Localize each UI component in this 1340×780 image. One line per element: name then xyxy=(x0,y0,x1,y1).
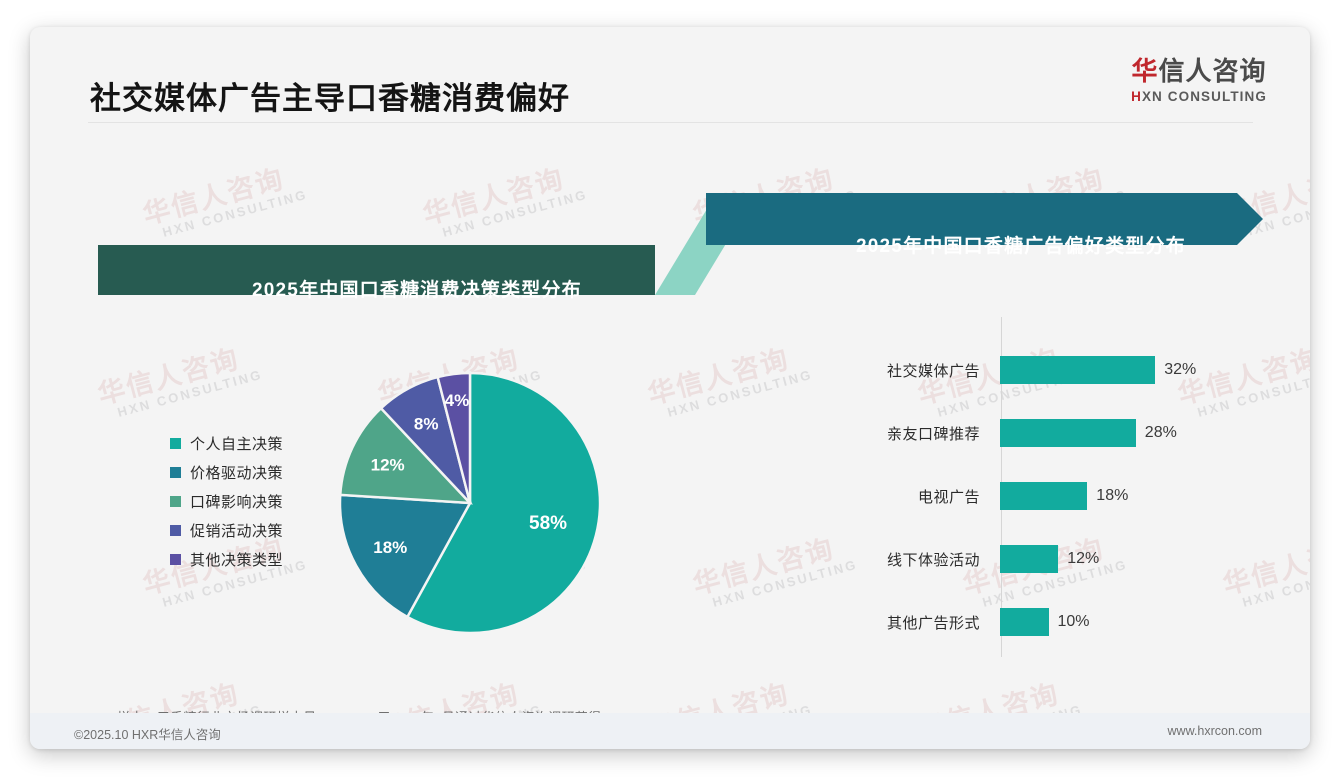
pie-slice-label: 8% xyxy=(414,414,439,433)
pie-slice-label: 12% xyxy=(371,455,405,474)
legend-item[interactable]: 价格驱动决策 xyxy=(170,458,283,487)
bar-chart-row[interactable]: 社交媒体广告 32% xyxy=(850,356,1196,384)
bar-value-label: 18% xyxy=(1096,487,1129,504)
bar-track: 28% xyxy=(1000,419,1177,447)
pie-chart: 58% 18% 12% 8% 4% xyxy=(330,355,610,660)
banner-left-title: 2025年中国口香糖消费决策类型分布 xyxy=(252,280,582,301)
bar-chart-row[interactable]: 电视广告 18% xyxy=(850,482,1128,510)
bar-chart-row[interactable]: 亲友口碑推荐 28% xyxy=(850,419,1177,447)
banner-right-shape xyxy=(706,193,1263,245)
page-title: 社交媒体广告主导口香糖消费偏好 xyxy=(90,81,570,116)
legend-swatch-icon xyxy=(170,554,181,565)
logo-chinese: 华信人咨询 xyxy=(1131,56,1267,87)
legend-item[interactable]: 个人自主决策 xyxy=(170,429,283,458)
legend-swatch-icon xyxy=(170,525,181,536)
banner-right-title: 2025年中国口香糖广告偏好类型分布 xyxy=(856,236,1186,257)
bar-track: 10% xyxy=(1000,608,1090,636)
pie-slice-label: 58% xyxy=(529,513,567,534)
pie-slice-label: 18% xyxy=(373,538,407,557)
bar-category-label: 其他广告形式 xyxy=(886,614,980,632)
bar-fill xyxy=(1000,608,1049,636)
title-divider xyxy=(88,122,1253,123)
pie-slice[interactable] xyxy=(405,371,602,635)
bar-track: 18% xyxy=(1000,482,1128,510)
legend-label: 其他决策类型 xyxy=(190,552,284,569)
company-logo: 华信人咨询 HXN CONSULTING xyxy=(1131,56,1267,104)
bar-value-label: 28% xyxy=(1144,424,1177,441)
slide-canvas: 华信人咨询 HXN CONSULTING 华信人咨询 HXN CONSULTING 华信… xyxy=(30,27,1310,749)
logo-cn-rest: 信人咨询 xyxy=(1158,56,1267,86)
legend-item[interactable]: 促销活动决策 xyxy=(170,516,283,545)
logo-english: HXN CONSULTING xyxy=(1131,89,1267,104)
pie-slice[interactable] xyxy=(338,406,474,505)
bar-value-label: 10% xyxy=(1057,613,1090,630)
legend-swatch-icon xyxy=(170,467,181,478)
pie-slice-label: 4% xyxy=(445,391,470,410)
bar-fill xyxy=(1000,482,1088,510)
footer-copyright: ©2025.10 HXR华信人咨询 xyxy=(74,728,221,742)
bar-track: 12% xyxy=(1000,545,1099,573)
footer-website[interactable]: www.hxrcon.com xyxy=(1167,724,1262,738)
logo-en-rest: XN CONSULTING xyxy=(1141,88,1267,104)
legend-item[interactable]: 其他决策类型 xyxy=(170,545,283,574)
legend-label: 促销活动决策 xyxy=(190,523,284,540)
bar-category-label: 亲友口碑推荐 xyxy=(886,425,980,443)
bar-chart-row[interactable]: 其他广告形式 10% xyxy=(850,608,1090,636)
legend-label: 个人自主决策 xyxy=(190,436,284,453)
bar-fill xyxy=(1000,545,1059,573)
pie-legend: 个人自主决策 价格驱动决策 口碑影响决策 促销活动决策 其他决策类型 xyxy=(170,429,283,574)
bar-value-label: 12% xyxy=(1067,550,1100,567)
section-banners xyxy=(30,27,1310,749)
bar-category-label: 社交媒体广告 xyxy=(886,362,980,380)
legend-swatch-icon xyxy=(170,438,181,449)
pie-slice[interactable] xyxy=(338,493,473,619)
logo-cn-highlight: 华 xyxy=(1131,56,1159,86)
logo-en-highlight: H xyxy=(1131,88,1142,104)
bar-fill xyxy=(1000,356,1156,384)
bar-track: 32% xyxy=(1000,356,1196,384)
banner-left-shape xyxy=(98,245,655,295)
legend-item[interactable]: 口碑影响决策 xyxy=(170,487,283,516)
bar-value-label: 32% xyxy=(1164,361,1197,378)
legend-label: 价格驱动决策 xyxy=(190,465,284,482)
bar-category-label: 电视广告 xyxy=(917,488,980,506)
pie-slice[interactable] xyxy=(436,371,472,504)
footer-bar: ©2025.10 HXR华信人咨询 www.hxrcon.com xyxy=(30,713,1310,749)
bar-fill xyxy=(1000,419,1136,447)
legend-label: 口碑影响决策 xyxy=(190,494,284,511)
legend-swatch-icon xyxy=(170,496,181,507)
bar-category-label: 线下体验活动 xyxy=(886,551,980,569)
bar-chart-row[interactable]: 线下体验活动 12% xyxy=(850,545,1099,573)
